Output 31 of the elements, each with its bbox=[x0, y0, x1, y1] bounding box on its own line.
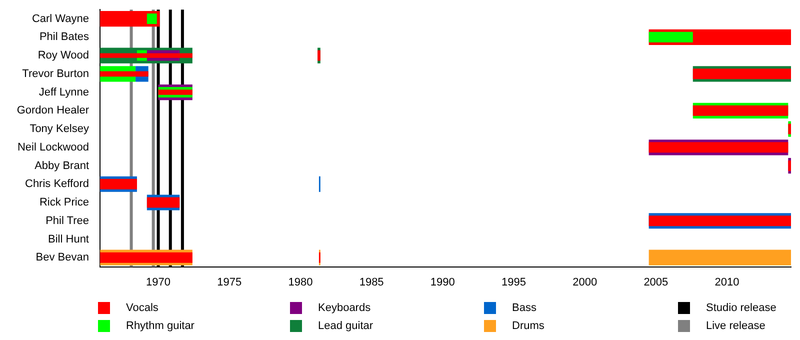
x-tick-label: 2000 bbox=[572, 276, 598, 288]
y-tick-label: Abby Brant bbox=[34, 160, 89, 172]
x-tick-label: 1985 bbox=[359, 276, 384, 288]
y-tick-label: Chris Kefford bbox=[25, 178, 89, 190]
x-tick-label: 1970 bbox=[146, 276, 171, 288]
legend-label: Studio release bbox=[706, 302, 776, 314]
y-tick-label: Jeff Lynne bbox=[38, 86, 89, 98]
legend-label: Bass bbox=[512, 302, 536, 314]
y-tick-label: Roy Wood bbox=[38, 50, 89, 62]
y-tick-label: Neil Lockwood bbox=[17, 141, 89, 154]
y-tick-label: Phil Bates bbox=[39, 31, 90, 44]
y-tick-label: Bev Bevan bbox=[36, 252, 89, 264]
legend-label: Live release bbox=[706, 320, 766, 332]
y-tick-label: Trevor Burton bbox=[22, 68, 89, 80]
y-tick-label: Gordon Healer bbox=[16, 104, 90, 117]
legend-label: Drums bbox=[512, 320, 544, 332]
x-tick-label: 2010 bbox=[714, 276, 740, 288]
y-tick-label: Bill Hunt bbox=[48, 233, 89, 246]
legend-label: Rhythm guitar bbox=[126, 320, 194, 332]
x-tick-label: 1980 bbox=[288, 276, 313, 288]
y-tick-label: Tony Kelsey bbox=[30, 123, 90, 136]
legend-label: Keyboards bbox=[318, 302, 371, 314]
x-tick-label: 2005 bbox=[644, 276, 668, 288]
y-tick-label: Rick Price bbox=[39, 196, 89, 209]
x-tick-label: 1995 bbox=[502, 276, 526, 288]
y-tick-label: Carl Wayne bbox=[32, 12, 89, 25]
legend-label: Vocals bbox=[126, 302, 158, 314]
x-tick-label: 1975 bbox=[217, 276, 242, 288]
x-tick-label: 1990 bbox=[430, 276, 455, 288]
y-tick-label: Phil Tree bbox=[46, 214, 89, 227]
legend-label: Lead guitar bbox=[318, 320, 374, 332]
